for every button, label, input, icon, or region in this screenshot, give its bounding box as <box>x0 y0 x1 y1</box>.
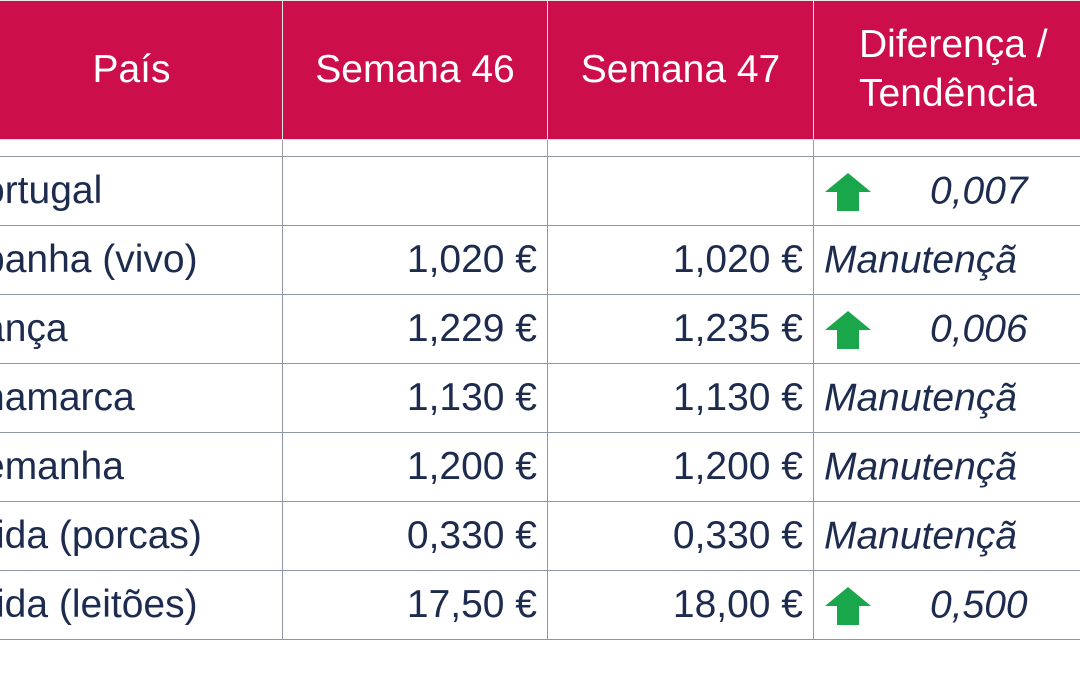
country-cell: rida (porcas) <box>0 501 283 571</box>
week-46-cell <box>282 156 548 226</box>
week-46-cell: 17,50 € <box>282 570 548 640</box>
country-cell: panha (vivo) <box>0 225 283 295</box>
header-week-46: Semana 46 <box>282 0 548 140</box>
week-46-cell: 1,200 € <box>282 432 548 502</box>
table-row: rida (porcas) 0,330 € 0,330 € Manutençã <box>0 501 1080 571</box>
price-table: País Semana 46 Semana 47 Diferença / Ten… <box>0 0 1080 640</box>
difference-value: Manutençã <box>824 445 1017 489</box>
difference-cell: Manutençã <box>813 225 1080 295</box>
country-cell: emanha <box>0 432 283 502</box>
week-47-cell: 0,330 € <box>547 501 814 571</box>
country-cell: rida (leitões) <box>0 570 283 640</box>
country-cell: ortugal <box>0 156 283 226</box>
difference-cell: Manutençã <box>813 363 1080 433</box>
difference-cell: 0,500 <box>813 570 1080 640</box>
table-header: País Semana 46 Semana 47 Diferença / Ten… <box>0 0 1080 140</box>
difference-cell: Manutençã <box>813 432 1080 502</box>
table-row: emanha 1,200 € 1,200 € Manutençã <box>0 432 1080 502</box>
week-46-cell: 0,330 € <box>282 501 548 571</box>
difference-value: Manutençã <box>824 238 1017 282</box>
up-arrow-icon <box>825 310 871 349</box>
week-46-cell: 1,130 € <box>282 363 548 433</box>
difference-value: Manutençã <box>824 514 1017 558</box>
difference-cell: 0,007 <box>813 156 1080 226</box>
week-47-cell: 18,00 € <box>547 570 814 640</box>
week-46-cell: 1,020 € <box>282 225 548 295</box>
header-difference: Diferença / Tendência <box>813 0 1080 140</box>
price-table-container: País Semana 46 Semana 47 Diferença / Ten… <box>0 0 1080 640</box>
up-arrow-icon <box>825 586 871 625</box>
table-row: ortugal 0,007 <box>0 156 1080 226</box>
table-row: namarca 1,130 € 1,130 € Manutençã <box>0 363 1080 433</box>
week-47-cell: 1,235 € <box>547 294 814 364</box>
header-difference-line1: Diferença / <box>859 23 1048 67</box>
table-body: ortugal 0,007 panha (vivo) 1,020 € 1,020… <box>0 156 1080 640</box>
header-country: País <box>0 0 283 140</box>
up-arrow-icon <box>825 172 871 211</box>
week-47-cell: 1,130 € <box>547 363 814 433</box>
difference-value: 0,500 <box>930 583 1028 627</box>
table-row: panha (vivo) 1,020 € 1,020 € Manutençã <box>0 225 1080 295</box>
difference-cell: Manutençã <box>813 501 1080 571</box>
header-week-47: Semana 47 <box>547 0 814 140</box>
header-row: País Semana 46 Semana 47 Diferença / Ten… <box>0 0 1080 140</box>
table-row: ança 1,229 € 1,235 € 0,006 <box>0 294 1080 364</box>
header-spacer <box>0 139 1080 157</box>
country-cell: ança <box>0 294 283 364</box>
table-row: rida (leitões) 17,50 € 18,00 € 0,500 <box>0 570 1080 640</box>
week-47-cell: 1,020 € <box>547 225 814 295</box>
week-47-cell: 1,200 € <box>547 432 814 502</box>
header-difference-line2: Tendência <box>859 72 1037 115</box>
difference-value: Manutençã <box>824 376 1017 420</box>
country-cell: namarca <box>0 363 283 433</box>
week-46-cell: 1,229 € <box>282 294 548 364</box>
difference-value: 0,007 <box>930 169 1028 213</box>
week-47-cell <box>547 156 814 226</box>
difference-cell: 0,006 <box>813 294 1080 364</box>
difference-value: 0,006 <box>930 307 1028 351</box>
